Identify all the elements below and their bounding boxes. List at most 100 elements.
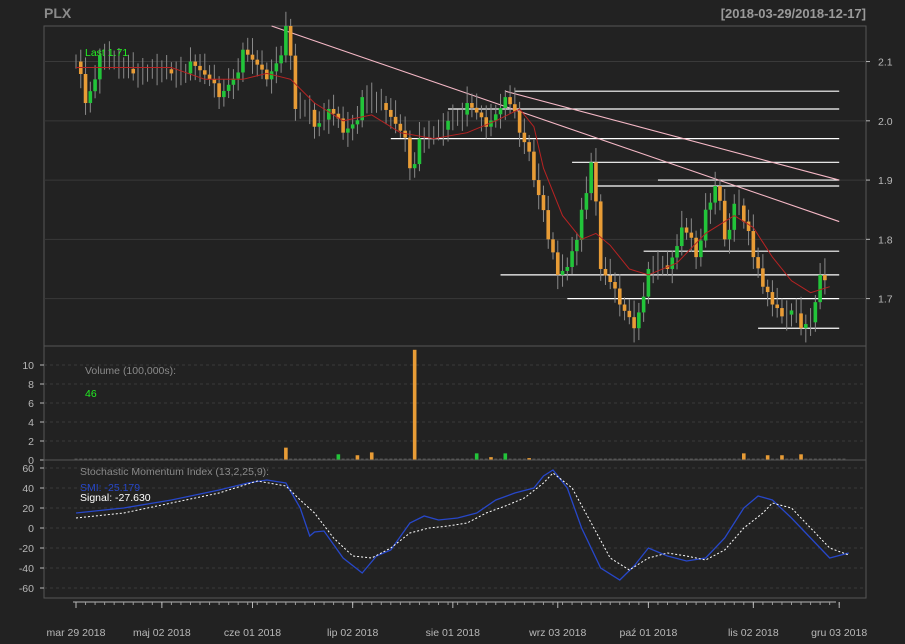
volume-baseline-bar bbox=[188, 458, 192, 460]
price-bar-body bbox=[198, 65, 202, 71]
volume-baseline-bar bbox=[365, 458, 369, 460]
volume-baseline-bar bbox=[594, 458, 598, 460]
volume-baseline-bar bbox=[818, 458, 822, 460]
smi-value-label: SMI: -25.179 bbox=[80, 482, 140, 494]
volume-baseline-bar bbox=[460, 458, 464, 460]
volume-baseline-bar bbox=[241, 458, 245, 460]
price-bar-body bbox=[627, 310, 632, 318]
price-bar-body bbox=[546, 210, 551, 240]
volume-baseline-bar bbox=[465, 458, 469, 460]
price-bar-body bbox=[93, 79, 97, 92]
volume-bar bbox=[742, 453, 746, 460]
date-range: [2018-03-29/2018-12-17] bbox=[721, 6, 866, 21]
price-bar-body bbox=[670, 257, 675, 269]
price-bar-body bbox=[265, 69, 269, 80]
volume-baseline-bar bbox=[484, 458, 488, 460]
volume-y-tick-label: 8 bbox=[28, 379, 34, 391]
volume-baseline-bar bbox=[332, 458, 336, 460]
volume-baseline-bar bbox=[537, 458, 541, 460]
volume-baseline-bar bbox=[828, 458, 832, 460]
volume-baseline-bar bbox=[422, 458, 426, 460]
price-bar-body bbox=[541, 195, 546, 211]
volume-baseline-bar bbox=[618, 458, 622, 460]
price-bar-body bbox=[231, 78, 236, 85]
volume-baseline-bar bbox=[637, 458, 641, 460]
price-bar-body bbox=[694, 237, 698, 258]
volume-baseline-bar bbox=[494, 458, 498, 460]
volume-baseline-bar bbox=[656, 458, 660, 460]
volume-baseline-bar bbox=[451, 458, 455, 460]
volume-baseline-bar bbox=[790, 458, 793, 460]
price-bar-body bbox=[255, 59, 260, 65]
volume-baseline-bar bbox=[169, 458, 173, 460]
volume-baseline-bar bbox=[346, 458, 350, 460]
price-bar-body bbox=[684, 227, 689, 233]
sma-line bbox=[76, 67, 830, 294]
price-bar-body bbox=[575, 239, 579, 252]
price-y-tick-label: 1.8 bbox=[878, 234, 893, 246]
price-bar-body bbox=[479, 112, 484, 118]
volume-baseline-bar bbox=[293, 458, 297, 460]
volume-baseline-bar bbox=[842, 458, 846, 460]
volume-bar bbox=[412, 349, 417, 460]
volume-baseline-bar bbox=[270, 458, 274, 460]
volume-baseline-bar bbox=[532, 458, 536, 460]
smi-panel: -60 -40 -20 0 20 40 60 Stochastic Momentum Ind… bbox=[19, 459, 867, 599]
price-bar-body bbox=[193, 61, 198, 66]
price-bar-body bbox=[613, 282, 617, 289]
volume-bar bbox=[503, 453, 508, 460]
x-tick-label: mar 29 2018 bbox=[47, 627, 106, 639]
volume-baseline-bar bbox=[308, 458, 312, 460]
price-bar-body bbox=[346, 128, 350, 133]
smi-y-tick-label: 40 bbox=[22, 483, 34, 495]
x-tick-label: wrz 03 2018 bbox=[528, 627, 586, 639]
price-bar-body bbox=[417, 138, 422, 165]
price-bar-body bbox=[493, 114, 498, 121]
price-bar-body bbox=[727, 229, 732, 240]
volume-baseline-bar bbox=[103, 458, 107, 460]
volume-baseline-bar bbox=[327, 458, 331, 460]
volume-baseline-bar bbox=[794, 458, 798, 460]
volume-baseline-bar bbox=[456, 458, 460, 460]
volume-baseline-bar bbox=[603, 458, 607, 460]
volume-baseline-bar bbox=[208, 458, 212, 460]
volume-baseline-bar bbox=[403, 458, 407, 460]
price-bar-body bbox=[293, 55, 298, 109]
price-bar-body bbox=[770, 292, 775, 305]
volume-baseline-bar bbox=[279, 458, 283, 460]
price-bar-body bbox=[823, 274, 827, 281]
price-y-tick-label: 2.1 bbox=[878, 57, 893, 69]
volume-baseline-bar bbox=[260, 458, 264, 460]
volume-baseline-bar bbox=[274, 458, 278, 460]
price-bar-body bbox=[751, 231, 756, 258]
volume-baseline-bar bbox=[93, 458, 97, 460]
volume-baseline-bar bbox=[360, 458, 364, 460]
price-bar-body bbox=[708, 202, 713, 210]
volume-bar bbox=[765, 455, 770, 460]
price-bar-body bbox=[637, 312, 641, 329]
price-bar-body bbox=[269, 71, 274, 80]
smi-y-tick-label: -20 bbox=[19, 543, 34, 555]
price-bar-body bbox=[484, 117, 489, 127]
price-bar-body bbox=[594, 162, 598, 202]
price-bar-body bbox=[632, 317, 636, 329]
volume-baseline-bar bbox=[184, 458, 188, 460]
smi-y-tick-label: 20 bbox=[22, 503, 34, 515]
price-bar-body bbox=[608, 275, 613, 282]
volume-y-tick-label: 6 bbox=[28, 398, 34, 410]
volume-baseline-bar bbox=[398, 458, 402, 460]
volume-baseline-bar bbox=[384, 458, 388, 460]
price-bar-body bbox=[284, 26, 288, 56]
price-bar-body bbox=[775, 304, 779, 309]
volume-baseline-bar bbox=[112, 458, 116, 460]
price-bar-body bbox=[555, 252, 560, 275]
volume-baseline-bar bbox=[250, 458, 254, 460]
price-bar-body bbox=[742, 205, 746, 222]
volume-y-tick-label: 10 bbox=[22, 360, 34, 372]
price-bar-body bbox=[756, 257, 760, 269]
volume-baseline-bar bbox=[217, 458, 221, 460]
volume-baseline-bar bbox=[79, 458, 83, 460]
volume-baseline-bar bbox=[351, 458, 355, 460]
price-bar-body bbox=[250, 54, 255, 60]
